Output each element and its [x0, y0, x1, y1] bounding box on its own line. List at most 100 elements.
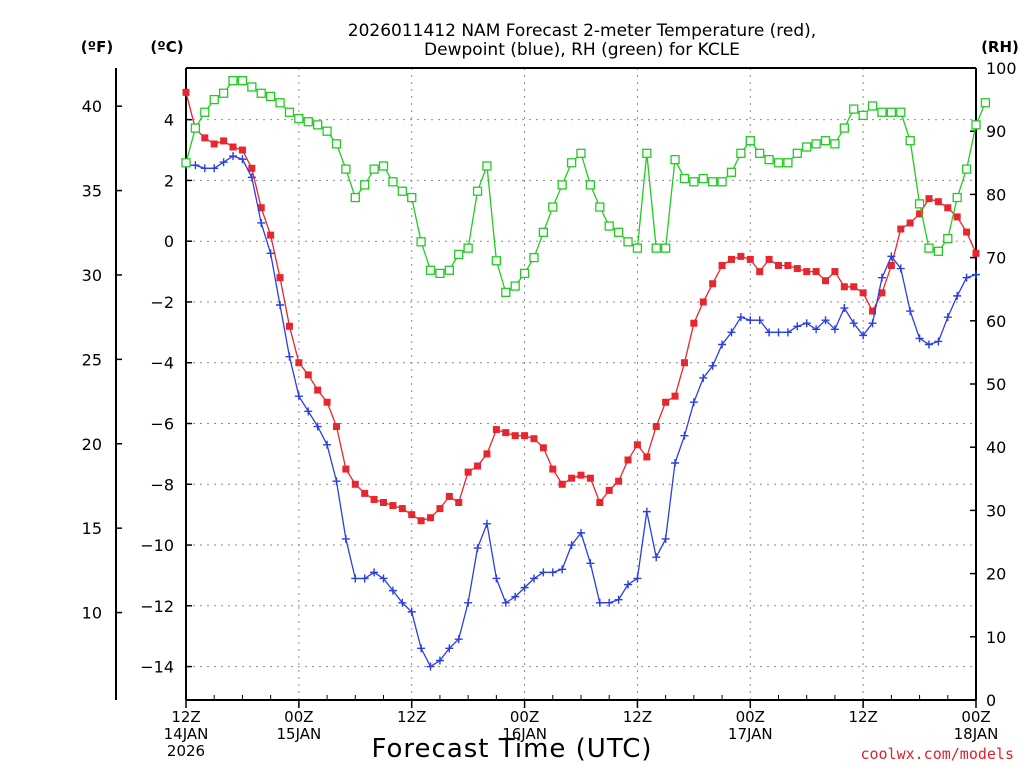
dewpoint-point — [341, 534, 350, 543]
dewpoint-point — [699, 373, 708, 382]
dewpoint-point — [727, 328, 736, 337]
dewpoint-point — [332, 477, 341, 486]
rh-point — [877, 107, 887, 117]
temperature-point — [944, 204, 952, 212]
dewpoint-point — [642, 507, 651, 516]
fahrenheit-tick-label: 10 — [82, 604, 102, 623]
dewpoint-point — [736, 313, 745, 322]
temperature-point — [361, 489, 369, 497]
rh-point — [425, 265, 436, 275]
temperature-point — [643, 453, 651, 461]
rh-point — [623, 237, 633, 247]
dewpoint-point — [887, 252, 896, 261]
dewpoint-point — [755, 316, 764, 325]
rh-point — [218, 88, 229, 98]
temperature-point — [840, 283, 848, 291]
rh-point — [284, 107, 295, 117]
rh-point — [905, 136, 915, 146]
rh-point — [764, 154, 774, 165]
rh-point — [745, 136, 755, 146]
dewpoint-point — [812, 325, 821, 334]
rh-point — [773, 158, 784, 168]
temperature-point — [586, 474, 594, 482]
temperature-point — [229, 143, 237, 151]
rh-tick-label: 20 — [986, 565, 1006, 584]
temperature-point — [812, 268, 820, 276]
temperature-point — [436, 505, 444, 513]
celsius-tick-label: −12 — [140, 597, 174, 616]
temperature-point — [897, 225, 905, 233]
dewpoint-point — [774, 328, 783, 337]
rh-point — [416, 237, 426, 247]
time-tick-label: 15JAN — [276, 725, 321, 743]
rh-point — [689, 177, 699, 187]
temperature-point — [511, 432, 519, 440]
rh-point — [519, 268, 530, 279]
rh-point — [256, 88, 266, 98]
rh-point — [802, 142, 812, 152]
celsius-tick-label: −4 — [150, 354, 174, 373]
rh-point — [378, 161, 389, 171]
dewpoint-point — [614, 595, 623, 604]
rh-point — [275, 98, 285, 108]
temperature-point — [765, 255, 773, 263]
temperature-point — [699, 298, 707, 306]
rh-point — [943, 233, 953, 244]
rh-point — [717, 177, 727, 187]
temperature-point — [916, 210, 924, 218]
temperature-point — [285, 322, 293, 330]
dewpoint-point — [962, 273, 971, 282]
fahrenheit-tick-label: 35 — [82, 182, 102, 201]
time-tick-label: 00Z — [736, 708, 765, 726]
rh-tick-label: 60 — [986, 312, 1006, 331]
temperature-point — [887, 262, 895, 269]
dewpoint-point — [304, 407, 313, 416]
rh-tick-label: 10 — [986, 628, 1006, 647]
dewpoint-point — [417, 644, 426, 653]
temperature-point — [690, 319, 698, 327]
temperature-point — [878, 289, 886, 297]
temperature-point — [662, 398, 670, 406]
celsius-axis: 4 2 0 −2 −4 −6 −8 −10 −12 −14 — [140, 111, 192, 677]
rh-tick-label: 40 — [986, 438, 1006, 457]
dewpoint-point — [859, 331, 868, 340]
rh-tick-label: 0 — [986, 691, 996, 710]
rh-point — [708, 177, 718, 187]
temperature-point — [680, 359, 688, 367]
fahrenheit-tick-label: 15 — [82, 519, 102, 538]
rh-point — [322, 126, 332, 136]
temperature-point — [549, 465, 557, 473]
rh-point — [924, 243, 934, 253]
temperature-point — [850, 283, 858, 291]
time-tick-label: 12Z — [171, 708, 200, 726]
dewpoint-point — [548, 568, 557, 577]
dewpoint-point — [501, 598, 510, 607]
temperature-point — [267, 231, 275, 239]
dewpoint-point — [473, 544, 482, 553]
rh-point — [341, 164, 351, 174]
dewpoint-point — [219, 158, 228, 167]
dewpoint-point — [407, 607, 416, 616]
rh-point — [604, 221, 614, 231]
temperature-point — [953, 213, 961, 221]
celsius-tick-label: −8 — [150, 475, 174, 494]
rh-point — [435, 268, 445, 279]
temperature-point — [906, 219, 914, 227]
rh-point — [190, 123, 201, 133]
rh-point — [830, 139, 840, 149]
rh-point — [952, 192, 962, 203]
temperature-point — [530, 435, 538, 443]
temperature-point — [652, 423, 660, 431]
dewpoint-point — [379, 574, 388, 583]
plot-frame — [185, 67, 977, 701]
temperature-point — [380, 499, 387, 506]
dewpoint-point — [229, 152, 238, 161]
rh-point — [896, 107, 906, 117]
rh-point — [651, 243, 661, 253]
rh-point — [642, 148, 652, 158]
dewpoint-point — [445, 644, 454, 653]
temperature-point — [332, 423, 340, 431]
dewpoint-point — [671, 459, 680, 467]
dewpoint-point — [370, 568, 379, 577]
